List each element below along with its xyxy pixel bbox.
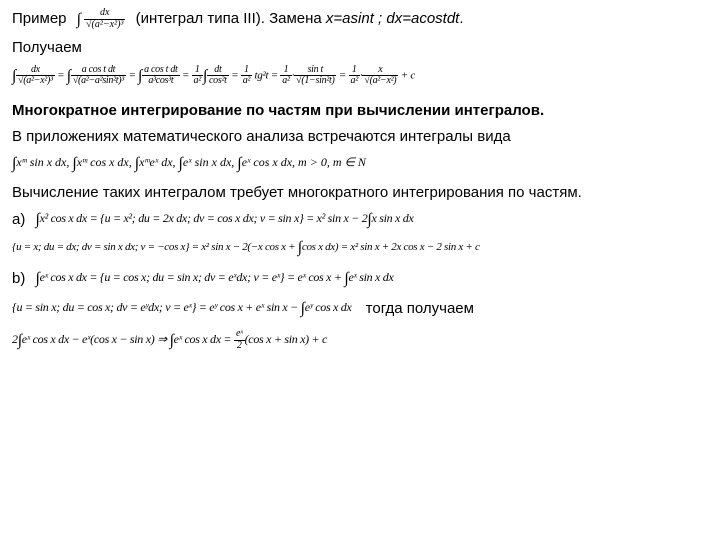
- formula-final: 2∫eˣ cos x dx − eˣ(cos x − sin x) ⇒ ∫eˣ …: [12, 329, 708, 351]
- example-label: Пример: [12, 10, 67, 27]
- integral-list: ∫xᵐ sin x dx, ∫xᵐ cos x dx, ∫xᵐeˣ dx, ∫e…: [12, 153, 708, 175]
- example-a-line1: a) ∫x² cos x dx = {u = x²; du = 2x dx; d…: [12, 209, 708, 231]
- formula-a1: ∫x² cos x dx = {u = x²; du = 2x dx; dv =…: [36, 209, 414, 231]
- example-line: Пример ∫ dx√(a²−x²)³ (интеграл типа III)…: [12, 8, 708, 30]
- example-substitution: x=asint ; dx=acostdt: [326, 10, 459, 27]
- chain-formula: ∫dx√(a²−x²)³ = ∫a cos t dt√(a²−a²sin²t)³…: [12, 65, 708, 87]
- label-a: a): [12, 211, 25, 228]
- note-text: Вычисление таких интегралом требует мног…: [12, 183, 708, 203]
- example-integral: ∫ dx√(a²−x²)³: [77, 8, 126, 30]
- obtain-label: Получаем: [12, 38, 708, 58]
- example-dot: .: [459, 10, 463, 27]
- label-b: b): [12, 270, 25, 287]
- section-heading: Многократное интегрирование по частям пр…: [12, 101, 708, 121]
- intro-text: В приложениях математического анализа вс…: [12, 127, 708, 147]
- example-b-line2: {u = sin x; du = cos x; dv = eʸdx; v = e…: [12, 298, 708, 320]
- formula-b2: {u = sin x; du = cos x; dv = eʸdx; v = e…: [12, 298, 351, 320]
- formula-a2: {u = x; du = dx; dv = sin x dx; v = −cos…: [12, 237, 708, 259]
- example-b-line1: b) ∫eˣ cos x dx = {u = cos x; du = sin x…: [12, 268, 708, 290]
- example-mid: (интеграл типа III). Замена: [136, 10, 326, 27]
- then-obtain: тогда получаем: [366, 300, 474, 317]
- formula-b1: ∫eˣ cos x dx = {u = cos x; du = sin x; d…: [36, 268, 394, 290]
